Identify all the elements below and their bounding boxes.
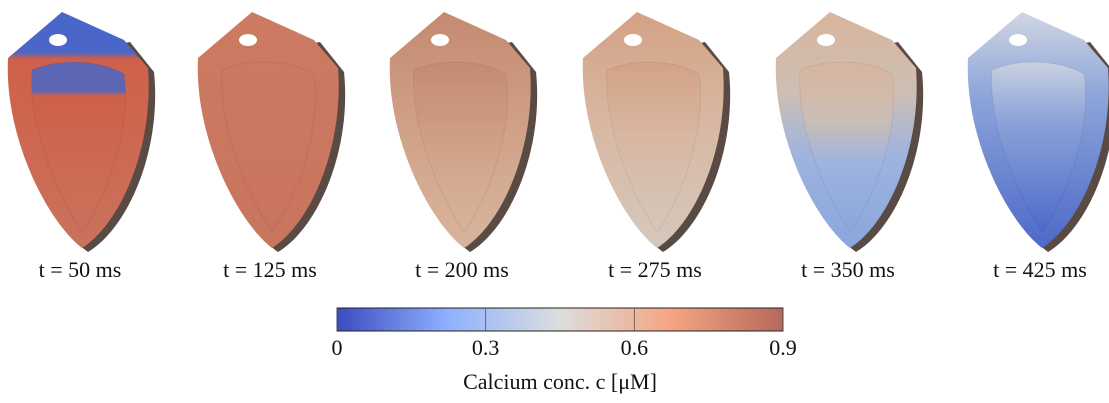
heart-render bbox=[8, 12, 155, 252]
colorbar-label: Calcium conc. c [μM] bbox=[463, 369, 657, 394]
heart-render bbox=[583, 12, 730, 252]
heart-render bbox=[198, 12, 345, 252]
time-label: t = 125 ms bbox=[223, 257, 317, 282]
time-label: t = 200 ms bbox=[415, 257, 509, 282]
valve-opening bbox=[239, 34, 257, 46]
valve-opening bbox=[431, 34, 449, 46]
valve-opening bbox=[49, 34, 67, 46]
time-label: t = 425 ms bbox=[993, 257, 1087, 282]
time-label: t = 350 ms bbox=[801, 257, 895, 282]
heart-render bbox=[390, 12, 537, 252]
heart-render bbox=[968, 12, 1109, 252]
colorbar-tick-label: 0.3 bbox=[472, 335, 500, 360]
colorbar-tick-label: 0.6 bbox=[621, 335, 649, 360]
time-label: t = 50 ms bbox=[39, 257, 122, 282]
time-label: t = 275 ms bbox=[608, 257, 702, 282]
colorbar-tick-label: 0 bbox=[332, 335, 343, 360]
heart-render bbox=[776, 12, 923, 252]
figure: Calcium conc. c [μM] t = 50 ms t = 125 ms… bbox=[0, 0, 1109, 403]
valve-opening bbox=[1009, 34, 1027, 46]
valve-opening bbox=[817, 34, 835, 46]
colorbar-tick-label: 0.9 bbox=[769, 335, 797, 360]
colorbar bbox=[337, 308, 783, 331]
valve-opening bbox=[624, 34, 642, 46]
